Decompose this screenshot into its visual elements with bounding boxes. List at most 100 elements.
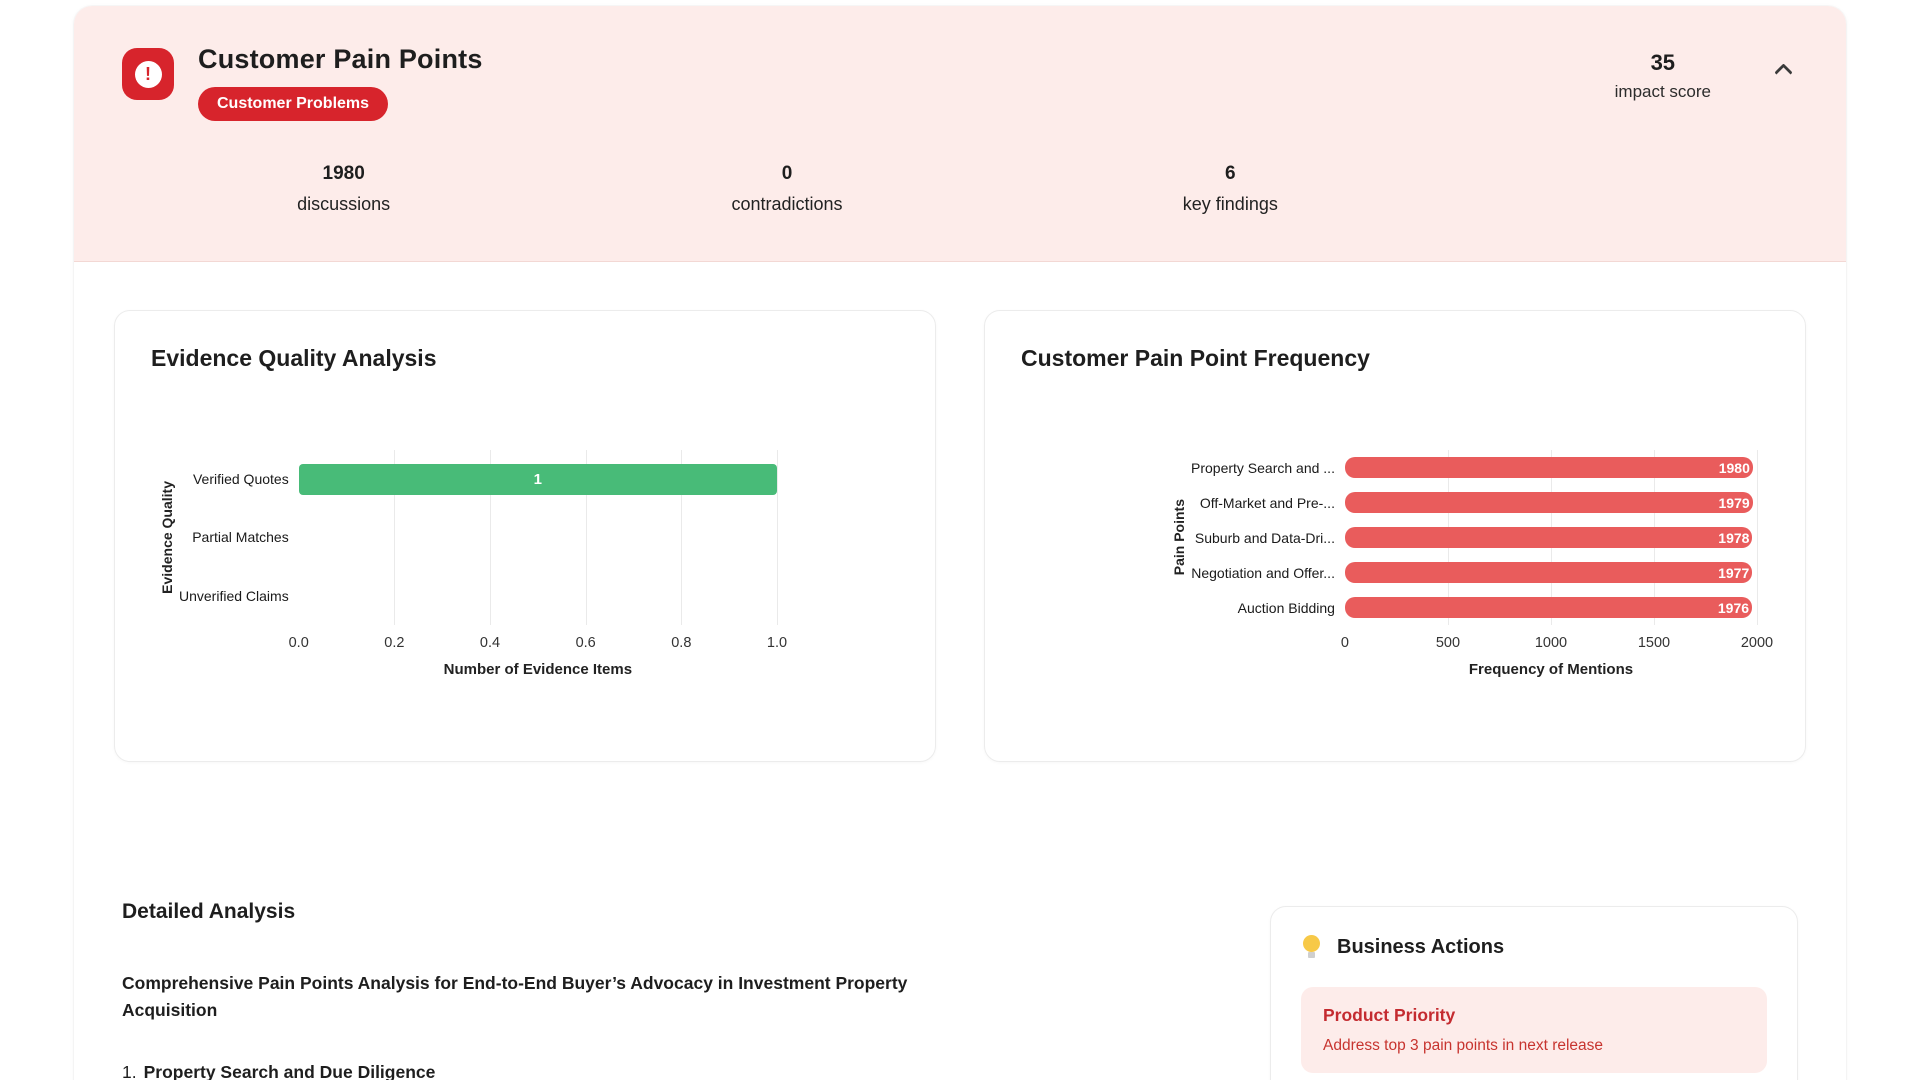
priority-text: Address top 3 pain points in next releas…: [1323, 1037, 1604, 1054]
stat-label: contradictions: [731, 194, 843, 214]
bar-row: [299, 567, 777, 625]
x-tick-label: 2000: [1740, 635, 1774, 651]
x-tick-label: 1500: [1637, 635, 1671, 651]
x-tick-label: 1000: [1534, 635, 1568, 651]
card-header: Customer Pain Points Customer Problems 3…: [74, 6, 1846, 262]
bar-row: 1980: [1344, 450, 1757, 485]
pain-point-frequency-chart-card: Customer Pain Point Frequency Pain Point…: [984, 310, 1806, 762]
bar-value-label: 1978: [1718, 529, 1750, 546]
gridline: [394, 450, 396, 625]
gridline: [777, 450, 778, 625]
bar-value-label: 1977: [1718, 564, 1750, 581]
x-tick-label: 0.4: [479, 635, 501, 651]
stat-discussions: 1980 discussions: [122, 163, 565, 215]
category-label: Off-Market and Pre-...: [1199, 494, 1335, 511]
priority-title: Product Priority: [1323, 1005, 1456, 1025]
category-axis: Verified Quotes Partial Matches Unverified…: [179, 450, 299, 625]
bar: 1976: [1344, 597, 1753, 618]
business-actions-title: Business Actions: [1337, 935, 1505, 958]
x-axis-label: Number of Evidence Items: [443, 661, 633, 678]
header-right: 35 impact score: [1615, 44, 1798, 102]
category-label: Property Search and ...: [1191, 459, 1335, 476]
pain-point-frequency-chart: Pain Points Property Search and ... Off-M…: [1171, 450, 1773, 678]
bar: 1979: [1344, 492, 1753, 513]
bar-value-label: 1979: [1718, 494, 1750, 511]
analysis-intro: Comprehensive Pain Points Analysis for E…: [122, 973, 908, 1021]
detailed-analysis-heading: Detailed Analysis: [122, 900, 296, 923]
x-tick-label: 0.8: [671, 635, 692, 651]
stat-contradictions: 0 contradictions: [565, 163, 1008, 215]
category-label: Auction Bidding: [1237, 599, 1335, 616]
bar-row: 1978: [1344, 520, 1757, 555]
impact-score-value: 35: [1650, 50, 1676, 75]
stat-value: 1980: [322, 163, 365, 184]
chevron-up-icon: [1774, 63, 1793, 82]
list-item-text: Property Search and Due Diligence: [143, 1062, 436, 1080]
business-actions-header: Business Actions: [1301, 935, 1767, 959]
x-tick-label: 0.2: [384, 635, 405, 651]
x-axis-label: Frequency of Mentions: [1468, 661, 1634, 678]
header-top-row: Customer Pain Points Customer Problems 3…: [122, 44, 1798, 121]
x-axis-ticks: 0 500 1000 1500 2000: [1341, 625, 1773, 657]
chart-title: Evidence Quality Analysis: [151, 345, 437, 371]
bar: 1980: [1344, 457, 1753, 478]
alert-exclamation-icon: [134, 60, 162, 88]
x-tick-label: 0: [1340, 635, 1350, 651]
page-title: Customer Pain Points: [198, 44, 483, 74]
category-axis: Property Search and ... Off-Market and Pr…: [1191, 450, 1345, 625]
bar: 1977: [1344, 562, 1753, 583]
bar: 1978: [1344, 527, 1753, 548]
bar-row: 1976: [1344, 590, 1757, 625]
x-tick-label: 500: [1435, 635, 1461, 651]
x-tick-label: 1.0: [766, 635, 788, 651]
chart-title: Customer Pain Point Frequency: [1021, 345, 1370, 371]
bar-row: 1: [298, 450, 777, 508]
pain-points-card: Customer Pain Points Customer Problems 3…: [74, 6, 1846, 1080]
evidence-quality-chart: Evidence Quality Verified Quotes Partial …: [159, 450, 787, 678]
bar-row: 1979: [1344, 485, 1757, 520]
list-item-number: 1.: [122, 1062, 137, 1080]
category-badge: Customer Problems: [198, 87, 389, 121]
impact-score-label: impact score: [1614, 82, 1711, 101]
analysis-list-item: 1. Property Search and Due Diligence: [122, 1062, 1210, 1080]
bar-value-label: 1976: [1717, 599, 1750, 616]
bar-row: 1977: [1344, 555, 1757, 590]
header-left: Customer Pain Points Customer Problems: [122, 44, 483, 121]
charts-section: Evidence Quality Analysis Evidence Quali…: [74, 262, 1846, 762]
evidence-quality-chart-card: Evidence Quality Analysis Evidence Quali…: [114, 310, 936, 762]
y-axis-label: Pain Points: [1171, 499, 1187, 576]
x-axis-ticks: 0.0 0.2 0.4 0.6 0.8 1.0: [289, 625, 787, 657]
bar: 1: [298, 463, 777, 495]
gridline: [490, 450, 492, 625]
category-label: Negotiation and Offer...: [1191, 564, 1335, 581]
category-label: Unverified Claims: [179, 587, 289, 604]
y-axis-label: Evidence Quality: [159, 481, 175, 594]
stat-key-findings: 6 key findings: [1009, 163, 1452, 215]
gridline: [681, 450, 683, 625]
x-tick-label: 0.0: [288, 635, 309, 651]
x-tick-label: 0.6: [575, 635, 596, 651]
category-label: Verified Quotes: [192, 471, 289, 488]
collapse-button[interactable]: [1769, 58, 1798, 87]
stats-row: 1980 discussions 0 contradictions 6 key …: [122, 163, 1452, 215]
category-label: Suburb and Data-Dri...: [1194, 529, 1335, 546]
plot-area: 1980 1979 1978 1977 1976: [1344, 450, 1758, 625]
business-actions-card: Business Actions Product Priority Addres…: [1270, 906, 1798, 1080]
product-priority-box: Product Priority Address top 3 pain poin…: [1301, 987, 1767, 1073]
detailed-analysis-section: Detailed Analysis Comprehensive Pain Poi…: [122, 900, 1210, 1080]
plot-area: 1: [298, 450, 778, 625]
gridline: [585, 450, 587, 625]
stat-value: 0: [781, 163, 793, 184]
category-label: Partial Matches: [192, 529, 289, 546]
stat-label: key findings: [1182, 194, 1278, 214]
stat-label: discussions: [297, 194, 391, 214]
alert-icon: [122, 48, 174, 100]
header-title-wrap: Customer Pain Points Customer Problems: [198, 44, 483, 121]
bar-value-label: 1980: [1718, 459, 1750, 476]
bar-value-label: 1: [533, 470, 543, 488]
lightbulb-icon: [1301, 935, 1323, 959]
gridline: [1757, 450, 1758, 625]
impact-score: 35 impact score: [1615, 50, 1711, 102]
bottom-section: Detailed Analysis Comprehensive Pain Poi…: [74, 900, 1846, 1080]
